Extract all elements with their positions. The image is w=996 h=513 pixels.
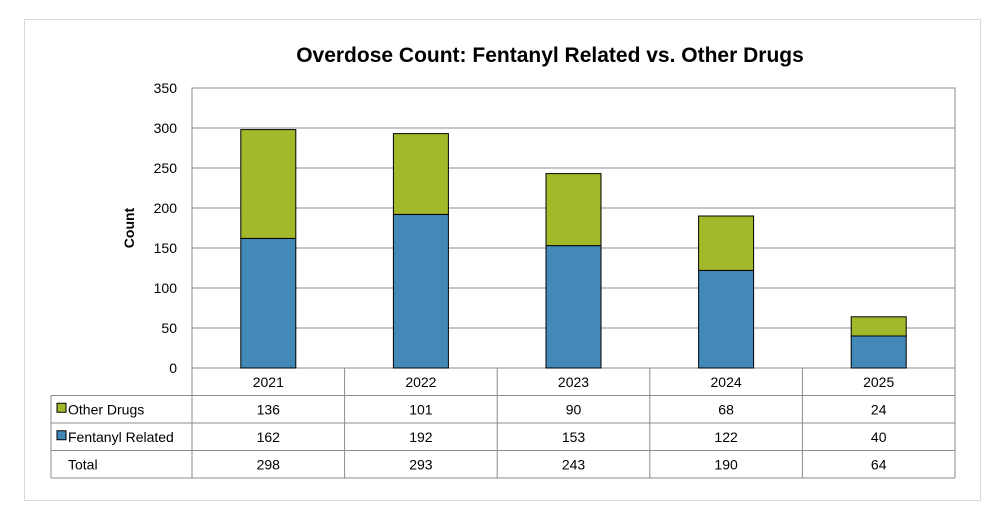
data-label: 243 [562,456,586,472]
y-tick-label: 200 [154,200,178,216]
legend-swatch [56,402,67,413]
data-label: 192 [409,429,433,445]
x-tick-label: 2024 [711,374,742,390]
bar-other-drugs [698,215,755,271]
bar-fentanyl-related [545,245,602,369]
data-label: 64 [871,456,887,472]
y-tick-label: 50 [161,320,177,336]
table-row-label: Fentanyl Related [68,429,174,445]
data-label: 298 [257,456,281,472]
data-label: 153 [562,429,586,445]
y-axis-label: Count [121,207,137,248]
x-tick-label: 2025 [863,374,894,390]
data-label: 190 [714,456,738,472]
data-label: 24 [871,401,887,417]
x-tick-label: 2022 [405,374,436,390]
data-label: 136 [257,401,281,417]
data-label: 122 [714,429,738,445]
data-label: 68 [718,401,734,417]
data-label: 101 [409,401,433,417]
data-label: 162 [257,429,281,445]
bar-fentanyl-related [698,269,755,369]
y-tick-label: 0 [169,360,177,376]
chart-frame [24,19,981,501]
y-tick-label: 150 [154,240,178,256]
x-tick-label: 2023 [558,374,589,390]
y-tick-label: 100 [154,280,178,296]
table-row-label: Total [68,456,98,472]
bar-fentanyl-related [392,213,449,369]
data-label: 90 [566,401,582,417]
bar-other-drugs [850,316,907,337]
bar-fentanyl-related [850,335,907,369]
chart-title: Overdose Count: Fentanyl Related vs. Oth… [296,44,804,67]
bar-other-drugs [240,129,297,239]
y-tick-label: 250 [154,160,178,176]
data-label: 40 [871,429,887,445]
bar-other-drugs [545,173,602,247]
y-tick-label: 350 [154,80,178,96]
data-label: 293 [409,456,433,472]
bar-other-drugs [392,133,449,215]
bar-fentanyl-related [240,237,297,369]
legend-swatch [56,430,67,441]
y-tick-label: 300 [154,120,178,136]
table-row-label: Other Drugs [68,401,144,417]
x-tick-label: 2021 [253,374,284,390]
